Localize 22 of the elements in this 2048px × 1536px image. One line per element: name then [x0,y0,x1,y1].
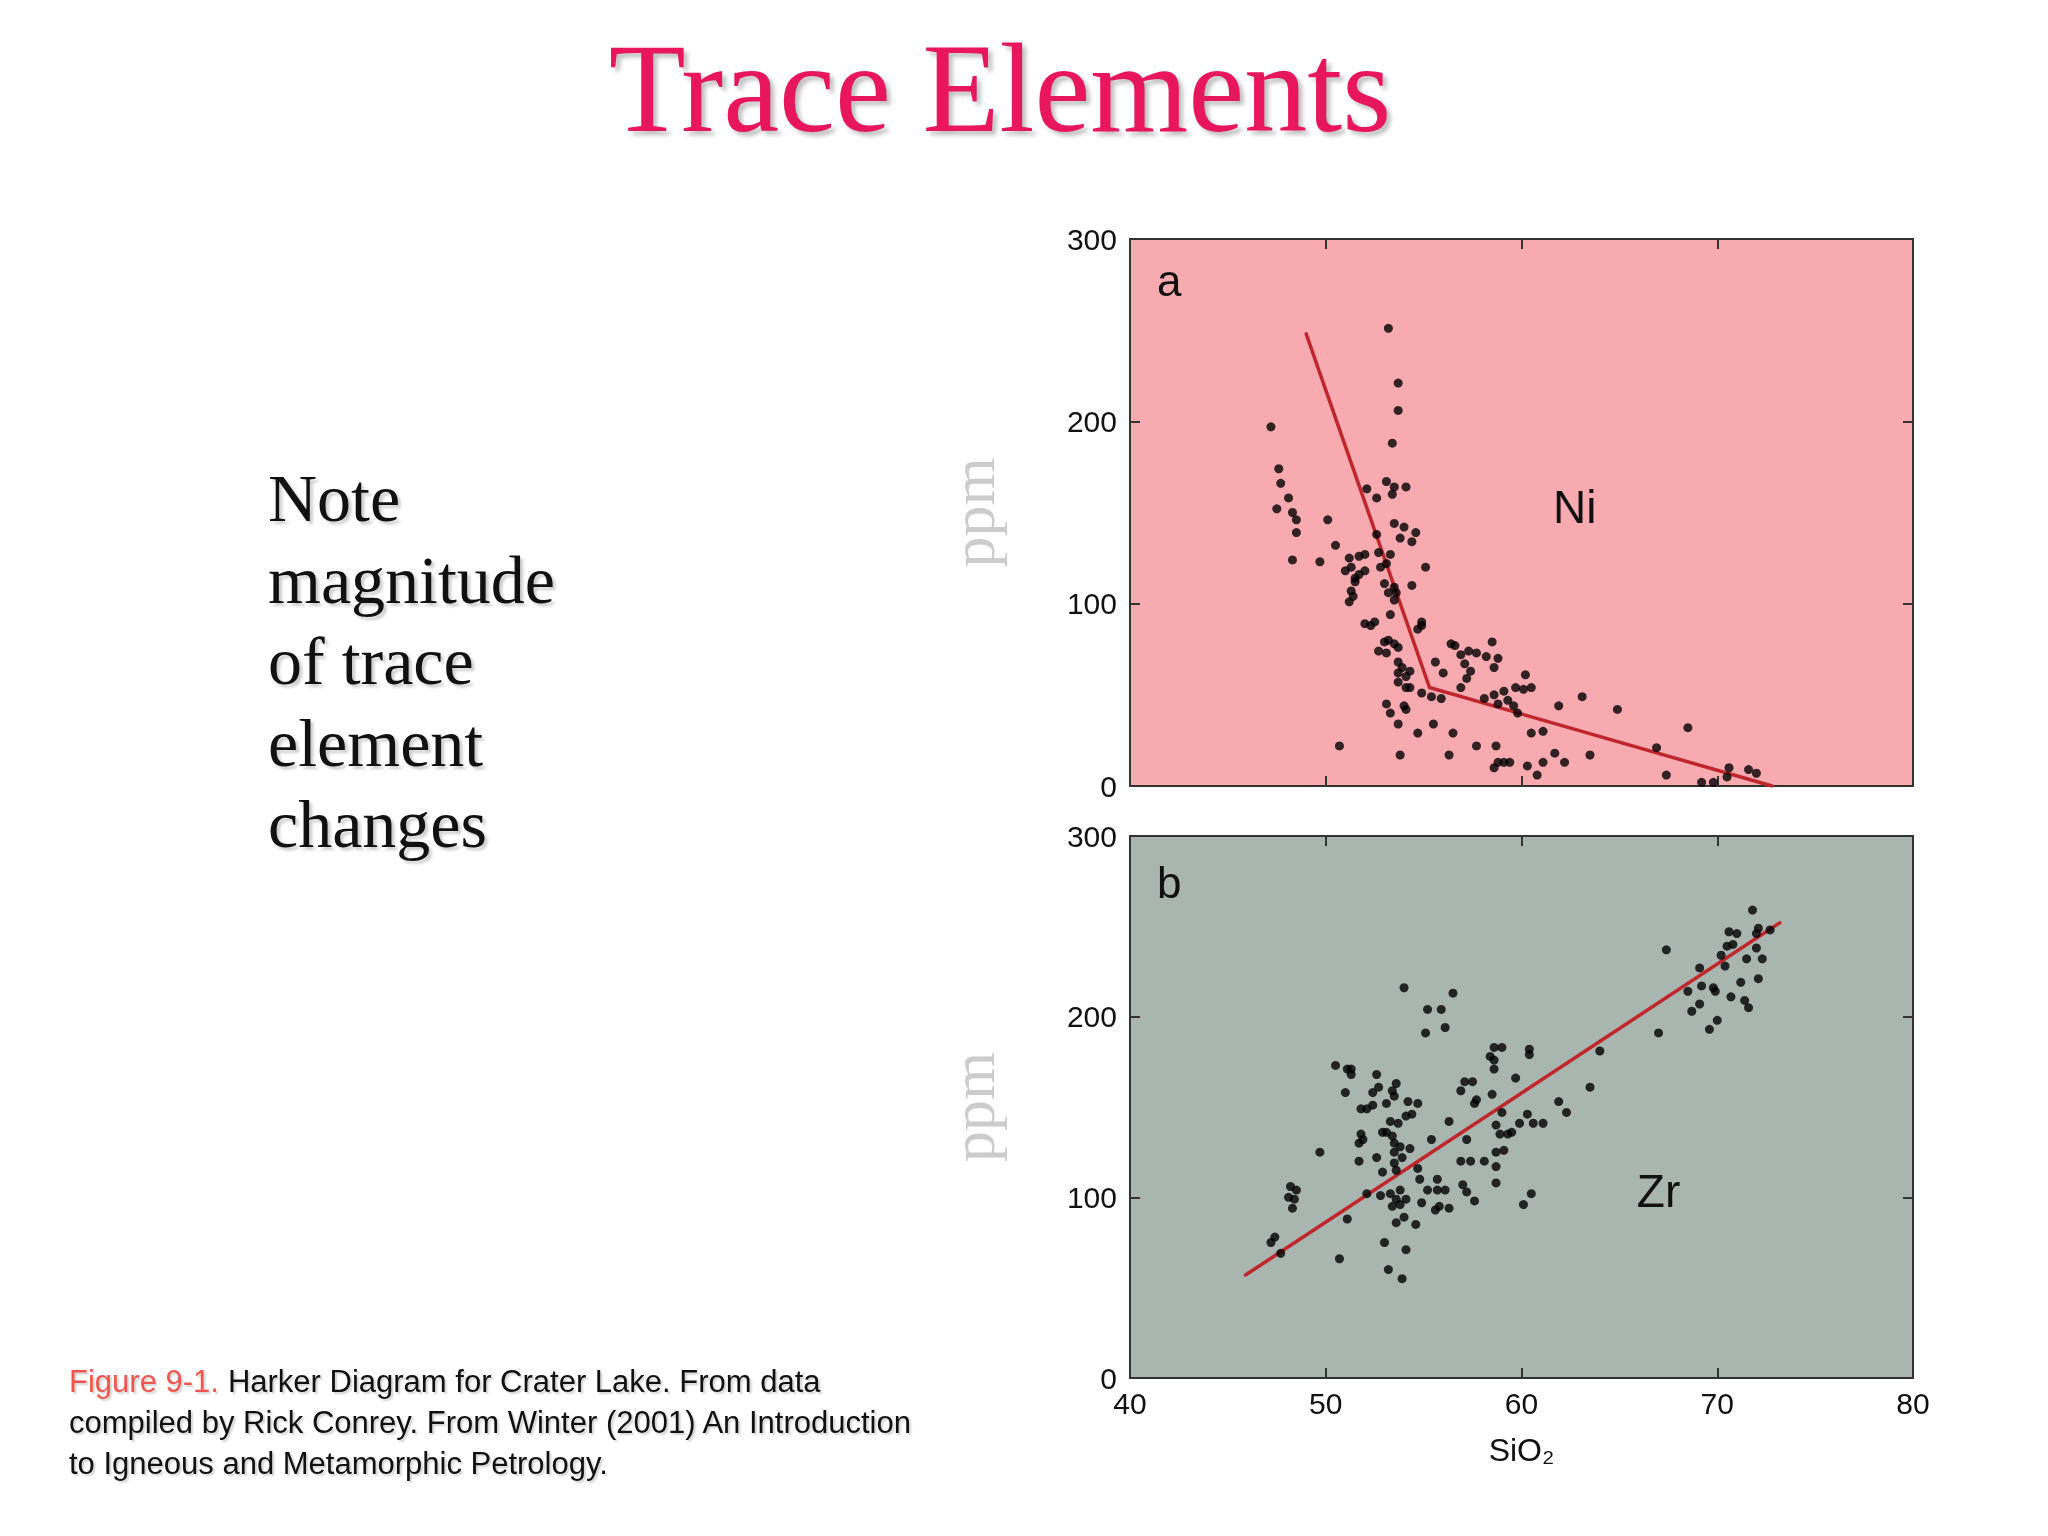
y-tick-label: 0 [1100,769,1117,803]
annotation: b [1156,857,1182,907]
text: Note magnitude of trace element changes [268,459,557,865]
caption: Figure 9-1. [69,1363,219,1401]
chart-title: Trace Elements [607,19,1393,158]
annotation: a [1156,255,1182,305]
y-tick-label: 200 [1066,1000,1117,1034]
text: to Igneous and Metamorphic Petrology. [69,1446,608,1481]
x-tick-label: 80 [1896,1386,1930,1420]
y-tick-label: 100 [1066,587,1117,621]
text: compiled by Rick Conrey. From Winter (2001) An Introduction [69,1405,911,1440]
y-tick-label: 200 [1066,404,1117,438]
x-tick-label: 60 [1504,1386,1539,1420]
y-tick-label: 100 [1066,1180,1117,1214]
y-tick-label: 300 [1066,222,1117,256]
annotation: Ni [1553,481,1597,534]
x-tick-label: 70 [1700,1386,1734,1420]
annotation: Zr [1636,1165,1681,1218]
y-tick-label: 300 [1066,819,1117,853]
x-axis-title: SiO₂ [1488,1432,1555,1468]
x-tick-label: 50 [1309,1386,1343,1420]
text: Harker Diagram for Crater Lake. From data [227,1363,821,1401]
